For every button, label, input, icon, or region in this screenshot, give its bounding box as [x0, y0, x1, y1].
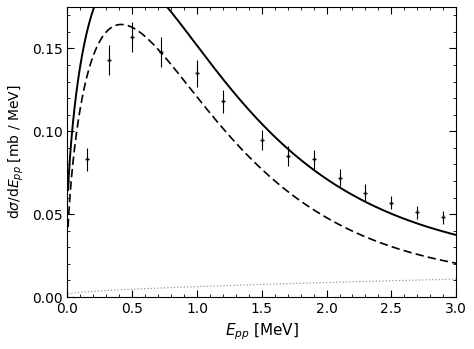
Y-axis label: d$\sigma$/d$E_{pp}$ [mb / MeV]: d$\sigma$/d$E_{pp}$ [mb / MeV] [7, 85, 26, 219]
X-axis label: $E_{pp}$ [MeV]: $E_{pp}$ [MeV] [225, 321, 299, 342]
